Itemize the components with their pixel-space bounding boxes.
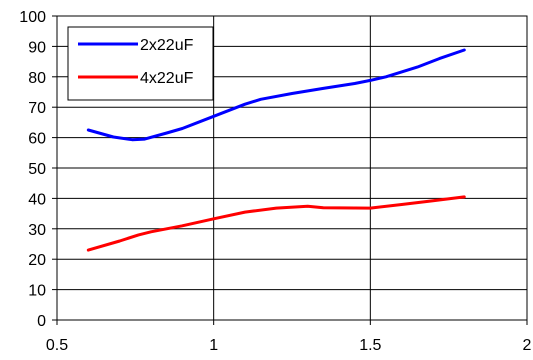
y-tick-label-30: 30 — [28, 222, 46, 239]
series-lines — [86, 48, 466, 252]
y-tick-label-0: 0 — [37, 313, 46, 330]
x-tick-label-2: 2 — [523, 337, 532, 354]
x-tick-label-1: 1 — [209, 337, 218, 354]
y-tick-label-70: 70 — [28, 100, 46, 117]
gridlines — [57, 16, 527, 320]
x-tick-label-0.5: 0.5 — [46, 337, 68, 354]
y-tick-label-40: 40 — [28, 191, 46, 208]
legend-label-4x22uf: 4x22uF — [140, 70, 194, 87]
axes: 0 10 20 30 40 50 60 70 80 90 100 0.5 1 1.5 2 — [19, 9, 531, 354]
y-tick-label-100: 100 — [19, 9, 46, 26]
legend: 2x22uF 4x22uF — [67, 26, 214, 101]
legend-label-2x22uf: 2x22uF — [140, 37, 194, 54]
y-tick-label-50: 50 — [28, 161, 46, 178]
y-tick-label-20: 20 — [28, 252, 46, 269]
y-tick-label-90: 90 — [28, 39, 46, 56]
y-tick-label-60: 60 — [28, 131, 46, 148]
x-tick-label-1.5: 1.5 — [359, 337, 381, 354]
y-tick-label-80: 80 — [28, 70, 46, 87]
legend-box — [67, 26, 214, 101]
y-tick-label-10: 10 — [28, 283, 46, 300]
series-line-2x22uf — [86, 48, 466, 142]
series-line-4x22uf — [86, 195, 466, 252]
